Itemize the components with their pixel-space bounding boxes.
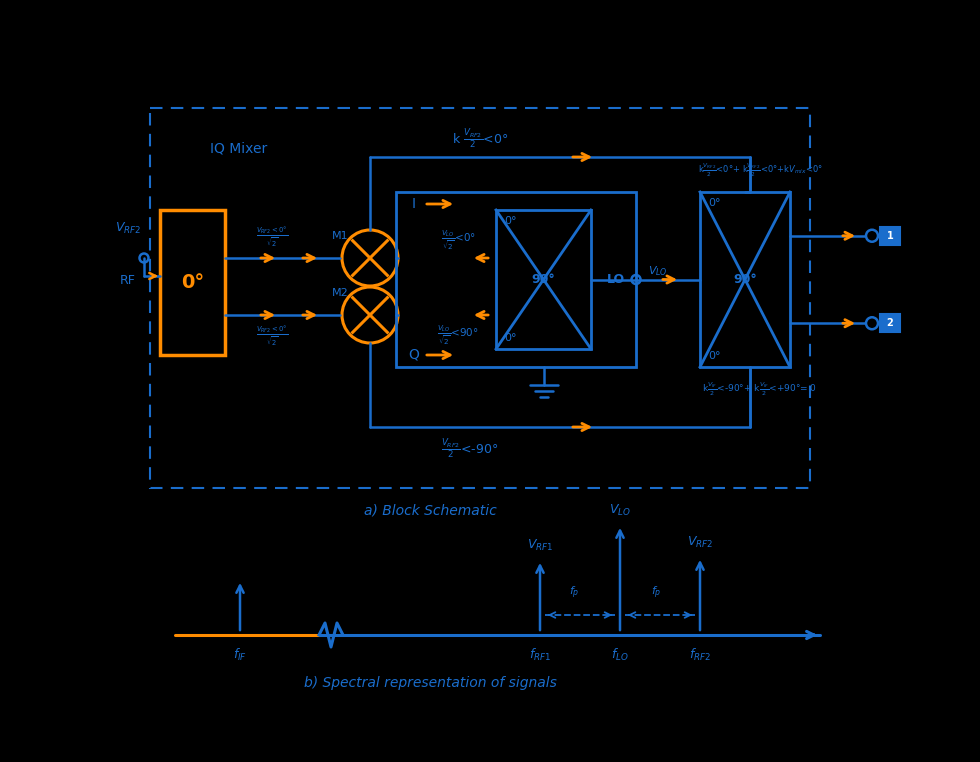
Text: M2: M2 [331, 288, 348, 298]
Text: k$\frac{V_{IF}}{2}$<-90°+ k$\frac{V_{IF}}{2}$<+90°= 0: k$\frac{V_{IF}}{2}$<-90°+ k$\frac{V_{IF}… [703, 380, 817, 398]
Text: a) Block Schematic: a) Block Schematic [364, 503, 497, 517]
Text: $V_{RF1}$: $V_{RF1}$ [527, 537, 553, 552]
Bar [160, 210, 225, 355]
Text: $V_{LO}$: $V_{LO}$ [648, 264, 668, 278]
Text: 0°: 0° [504, 333, 516, 343]
Text: 90°: 90° [531, 273, 556, 286]
Text: 1: 1 [887, 231, 894, 241]
Text: $\frac{V_{RF2}}{2}$<-90°: $\frac{V_{RF2}}{2}$<-90° [441, 437, 499, 461]
Text: $f_{IF}$: $f_{IF}$ [233, 647, 247, 663]
Text: $V_{RF2}$: $V_{RF2}$ [115, 220, 141, 235]
Text: IQ Mixer: IQ Mixer [210, 141, 268, 155]
Bar [496, 210, 591, 349]
Text: LO: LO [607, 273, 625, 286]
Text: RF: RF [121, 274, 136, 287]
Text: M1: M1 [331, 231, 348, 241]
Text: Q: Q [409, 348, 419, 362]
Text: 0°: 0° [181, 273, 204, 292]
Bar [880, 314, 900, 332]
Bar [150, 108, 810, 488]
Text: 2: 2 [887, 319, 894, 328]
Text: $\frac{V_{LO}}{\sqrt{2}}$<0°: $\frac{V_{LO}}{\sqrt{2}}$<0° [441, 229, 475, 251]
Text: $\frac{V_{LO}}{\sqrt{2}}$<90°: $\frac{V_{LO}}{\sqrt{2}}$<90° [437, 323, 478, 347]
Text: 0°: 0° [708, 351, 720, 361]
Text: 0°: 0° [504, 216, 516, 226]
Text: b) Spectral representation of signals: b) Spectral representation of signals [304, 676, 557, 690]
Text: $\frac{V_{RF2}<0°}{\sqrt{2}}$: $\frac{V_{RF2}<0°}{\sqrt{2}}$ [256, 226, 288, 248]
Text: 0°: 0° [708, 198, 720, 208]
Bar [880, 227, 900, 245]
Text: $\frac{V_{RF2}<0°}{\sqrt{2}}$: $\frac{V_{RF2}<0°}{\sqrt{2}}$ [256, 325, 288, 347]
Text: k$\frac{V_{RF2}}{2}$<0°+ k$\frac{V_{RF2}}{2}$<0°+k$V_{mix}$<0°: k$\frac{V_{RF2}}{2}$<0°+ k$\frac{V_{RF2}… [698, 162, 822, 179]
Text: $f_p$: $f_p$ [568, 584, 579, 601]
Text: $f_{LO}$: $f_{LO}$ [612, 647, 629, 663]
Text: I: I [412, 197, 416, 211]
Bar [396, 192, 636, 367]
Text: k $\frac{V_{RF2}}{2}$<0°: k $\frac{V_{RF2}}{2}$<0° [452, 127, 508, 151]
Bar [700, 192, 790, 367]
Text: $f_{RF1}$: $f_{RF1}$ [529, 647, 551, 663]
Text: $f_p$: $f_p$ [651, 584, 662, 601]
Text: $V_{LO}$: $V_{LO}$ [609, 502, 631, 517]
Text: $f_{RF2}$: $f_{RF2}$ [689, 647, 711, 663]
Text: $V_{RF2}$: $V_{RF2}$ [687, 534, 713, 549]
Text: 90°: 90° [733, 273, 757, 286]
